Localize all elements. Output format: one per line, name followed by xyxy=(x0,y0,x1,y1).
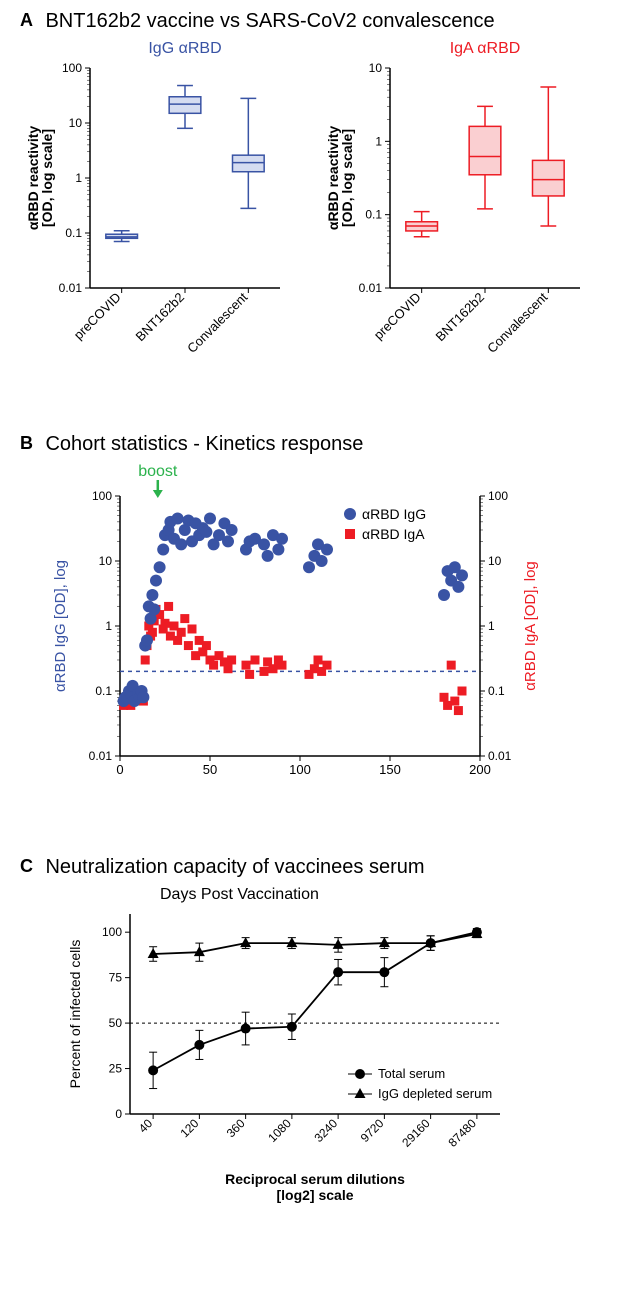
panel-b-label: B xyxy=(20,433,33,454)
svg-text:25: 25 xyxy=(109,1062,123,1076)
panel-c-title: Neutralization capacity of vaccinees ser… xyxy=(45,856,424,879)
panel-a-label: A xyxy=(20,10,33,31)
svg-text:100: 100 xyxy=(92,489,112,503)
svg-text:Percent of infected cells: Percent of infected cells xyxy=(67,940,83,1089)
svg-text:3240: 3240 xyxy=(311,1116,340,1145)
svg-text:10: 10 xyxy=(99,554,113,568)
svg-text:10: 10 xyxy=(369,61,383,75)
svg-text:αRBD IgA [OD], log: αRBD IgA [OD], log xyxy=(522,561,539,691)
svg-text:0.1: 0.1 xyxy=(365,208,382,222)
svg-text:100: 100 xyxy=(62,61,82,75)
svg-text:αRBD IgG: αRBD IgG xyxy=(362,506,426,522)
svg-text:0.1: 0.1 xyxy=(95,684,112,698)
svg-text:αRBD reactivity[OD, log scale]: αRBD reactivity[OD, log scale] xyxy=(25,126,55,231)
svg-text:0: 0 xyxy=(115,1107,122,1121)
svg-text:IgG αRBD: IgG αRBD xyxy=(148,40,221,57)
svg-text:0.1: 0.1 xyxy=(65,226,82,240)
svg-text:40: 40 xyxy=(136,1116,156,1136)
svg-text:200: 200 xyxy=(469,762,491,777)
svg-text:1: 1 xyxy=(375,134,382,148)
svg-text:100: 100 xyxy=(289,762,311,777)
svg-text:0.1: 0.1 xyxy=(488,684,505,698)
svg-text:BNT162b2: BNT162b2 xyxy=(133,290,188,345)
svg-text:10: 10 xyxy=(488,554,502,568)
svg-text:Days Post Vaccination: Days Post Vaccination xyxy=(160,886,319,903)
svg-text:50: 50 xyxy=(203,762,217,777)
svg-text:120: 120 xyxy=(177,1116,201,1140)
svg-text:360: 360 xyxy=(224,1116,248,1140)
svg-text:boost: boost xyxy=(138,463,178,480)
svg-text:1: 1 xyxy=(75,171,82,185)
panel-c-chart: Days Post Vaccination 0 25 50 75 100 40 120 360 1… xyxy=(20,879,602,1239)
svg-text:100: 100 xyxy=(102,925,122,939)
svg-text:50: 50 xyxy=(109,1016,123,1030)
svg-text:BNT162b2: BNT162b2 xyxy=(433,290,488,345)
svg-text:Convalescent: Convalescent xyxy=(484,289,551,356)
panel-a: A BNT162b2 vaccine vs SARS-CoV2 convales… xyxy=(20,10,602,413)
panel-a-title: BNT162b2 vaccine vs SARS-CoV2 convalesce… xyxy=(45,10,494,33)
panel-c: C Neutralization capacity of vaccinees s… xyxy=(20,856,602,1239)
svg-text:preCOVID: preCOVID xyxy=(71,290,124,343)
panel-a-chart: IgG αRBD 0.01 0.1 1 10 100 αRBD reactivity[OD,… xyxy=(20,33,602,413)
svg-text:IgG depleted serum: IgG depleted serum xyxy=(378,1086,492,1101)
svg-text:0: 0 xyxy=(116,762,123,777)
svg-text:preCOVID: preCOVID xyxy=(371,290,424,343)
svg-text:1: 1 xyxy=(105,619,112,633)
svg-text:10: 10 xyxy=(69,116,83,130)
svg-text:1080: 1080 xyxy=(265,1116,294,1145)
svg-text:9720: 9720 xyxy=(358,1116,387,1145)
svg-text:Reciprocal serum dilutions[log: Reciprocal serum dilutions[log2] scale xyxy=(225,1171,405,1203)
svg-text:αRBD reactivity[OD, log scale]: αRBD reactivity[OD, log scale] xyxy=(325,126,355,231)
svg-text:75: 75 xyxy=(109,971,123,985)
panel-b-chart: 0.01 0.01 0.1 0.1 1 1 10 10 100 100 0 50 100 150 200 αR… xyxy=(20,456,602,836)
svg-text:150: 150 xyxy=(379,762,401,777)
svg-text:0.01: 0.01 xyxy=(359,281,383,295)
svg-text:IgA αRBD: IgA αRBD xyxy=(450,40,521,57)
svg-text:αRBD IgG [OD], log: αRBD IgG [OD], log xyxy=(52,560,69,692)
svg-text:29160: 29160 xyxy=(399,1116,433,1150)
svg-text:87480: 87480 xyxy=(445,1116,479,1150)
panel-b-title: Cohort statistics - Kinetics response xyxy=(45,433,363,456)
panel-c-label: C xyxy=(20,856,33,877)
svg-text:1: 1 xyxy=(488,619,495,633)
svg-text:αRBD IgA: αRBD IgA xyxy=(362,526,425,542)
svg-text:0.01: 0.01 xyxy=(89,749,113,763)
svg-text:0.01: 0.01 xyxy=(59,281,83,295)
svg-text:0.01: 0.01 xyxy=(488,749,512,763)
svg-text:Convalescent: Convalescent xyxy=(184,289,251,356)
panel-b: B Cohort statistics - Kinetics response … xyxy=(20,433,602,836)
svg-text:100: 100 xyxy=(488,489,508,503)
svg-text:Total serum: Total serum xyxy=(378,1066,445,1081)
